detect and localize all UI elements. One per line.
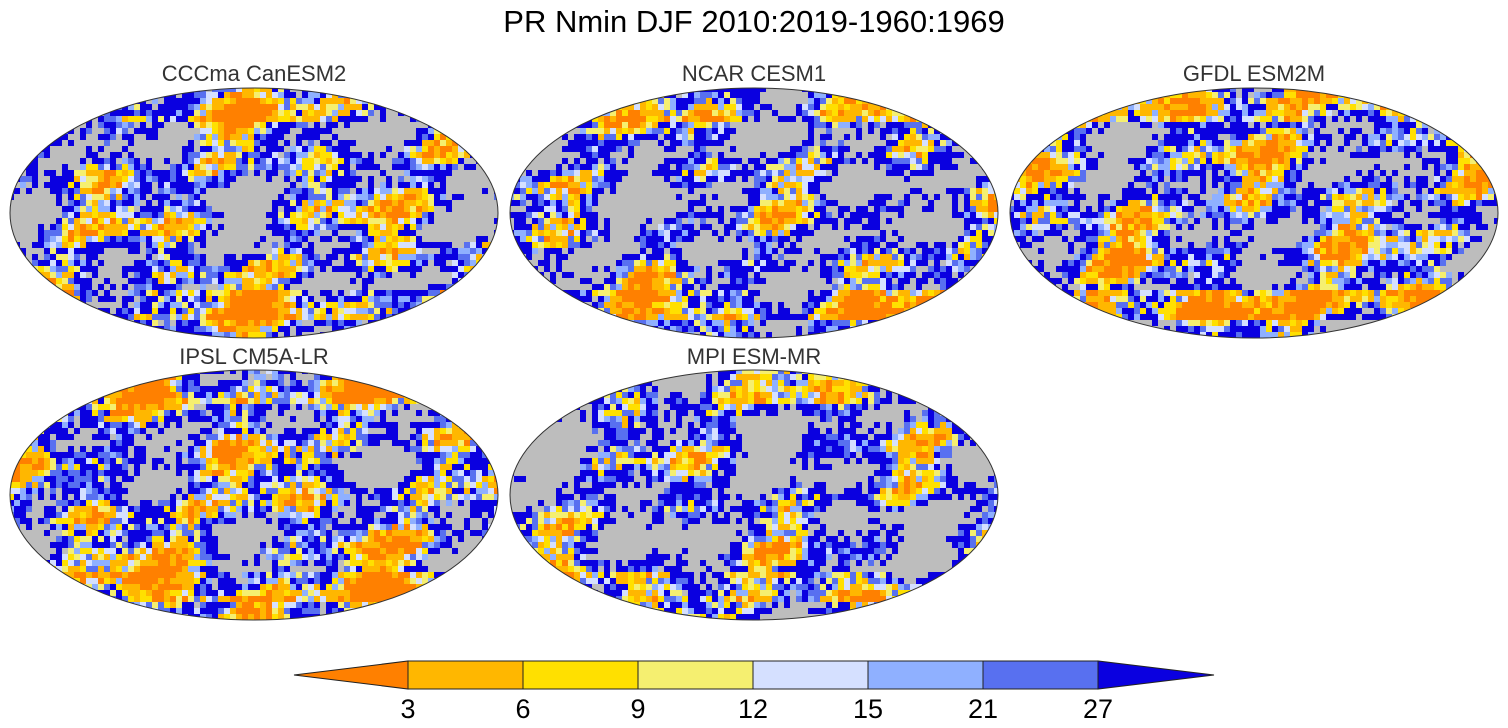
colorbar-tick-label: 27 — [1083, 694, 1113, 724]
colorbar-box-4 — [752, 660, 869, 690]
figure-title: PR Nmin DJF 2010:2019-1960:1969 — [503, 4, 1005, 39]
colorbar-low-arrow — [293, 660, 409, 690]
map-esm-mr — [509, 369, 999, 621]
colorbar-box-5 — [867, 660, 984, 690]
panel-title-cm5a-lr: IPSL CM5A-LR — [179, 344, 329, 369]
map-outline — [9, 87, 499, 339]
panel-title-cesm1: NCAR CESM1 — [681, 61, 827, 86]
map-cesm1 — [509, 87, 999, 339]
map-outline — [509, 369, 999, 621]
map-outline — [1009, 87, 1499, 339]
colorbar-tick-label: 9 — [630, 694, 645, 724]
colorbar-box-3 — [637, 660, 754, 690]
colorbar-box-6 — [982, 660, 1099, 690]
colorbar-high-arrow — [1097, 660, 1215, 690]
colorbar-tick-label: 3 — [400, 694, 415, 724]
map-canesm2 — [9, 87, 499, 339]
colorbar-box-2 — [522, 660, 639, 690]
panel-title-canesm2: CCCma CanESM2 — [161, 61, 347, 86]
colorbar-box-1 — [407, 660, 524, 690]
panel-title-esm2m: GFDL ESM2M — [1182, 61, 1326, 86]
colorbar-tick-label: 15 — [853, 694, 883, 724]
map-cm5a-lr — [9, 369, 499, 621]
map-outline — [9, 369, 499, 621]
map-outline — [509, 87, 999, 339]
map-esm2m — [1009, 87, 1499, 339]
colorbar-tick-label: 6 — [515, 694, 530, 724]
colorbar-tick-label: 12 — [738, 694, 768, 724]
colorbar-tick-label: 21 — [968, 694, 998, 724]
panel-title-esm-mr: MPI ESM-MR — [686, 344, 822, 369]
